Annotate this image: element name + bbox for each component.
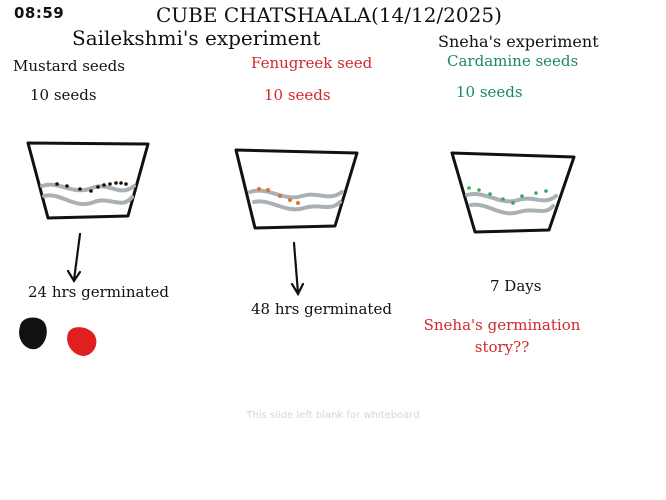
cardamine-seeds [467, 186, 548, 205]
mustard-seeds [55, 181, 128, 193]
fenugreek-result: 48 hrs germinated [251, 300, 392, 318]
sailekshmi-heading: Sailekshmi's experiment [72, 26, 321, 50]
fenugreek-count: 10 seeds [264, 86, 331, 104]
cardamine-count: 10 seeds [456, 83, 523, 101]
mustard-label: Mustard seeds [13, 57, 125, 75]
cardamine-result: 7 Days [490, 277, 542, 295]
sneha-heading: Sneha's experiment [438, 32, 599, 51]
page-title: CUBE CHATSHAALA(14/12/2025) [156, 3, 502, 27]
fenugreek-cup [234, 148, 359, 230]
cardamine-label: Cardamine seeds [447, 52, 579, 70]
fenugreek-arrow [290, 241, 305, 297]
mustard-result: 24 hrs germinated [28, 283, 169, 301]
sneha-story-question: Sneha's germination story?? [423, 316, 581, 356]
mustard-arrow [66, 232, 82, 284]
time-label: 08:59 [14, 4, 65, 22]
fenugreek-label: Fenugreek seed [251, 54, 373, 72]
whiteboard-note: This slide left blank for whiteboard [246, 410, 420, 421]
black-seed-blob [19, 317, 47, 350]
mustard-count: 10 seeds [30, 86, 97, 104]
mustard-cup [26, 141, 150, 220]
cardamine-cup [450, 151, 576, 234]
red-seed-blob [67, 327, 97, 356]
fenugreek-seeds [257, 187, 300, 205]
